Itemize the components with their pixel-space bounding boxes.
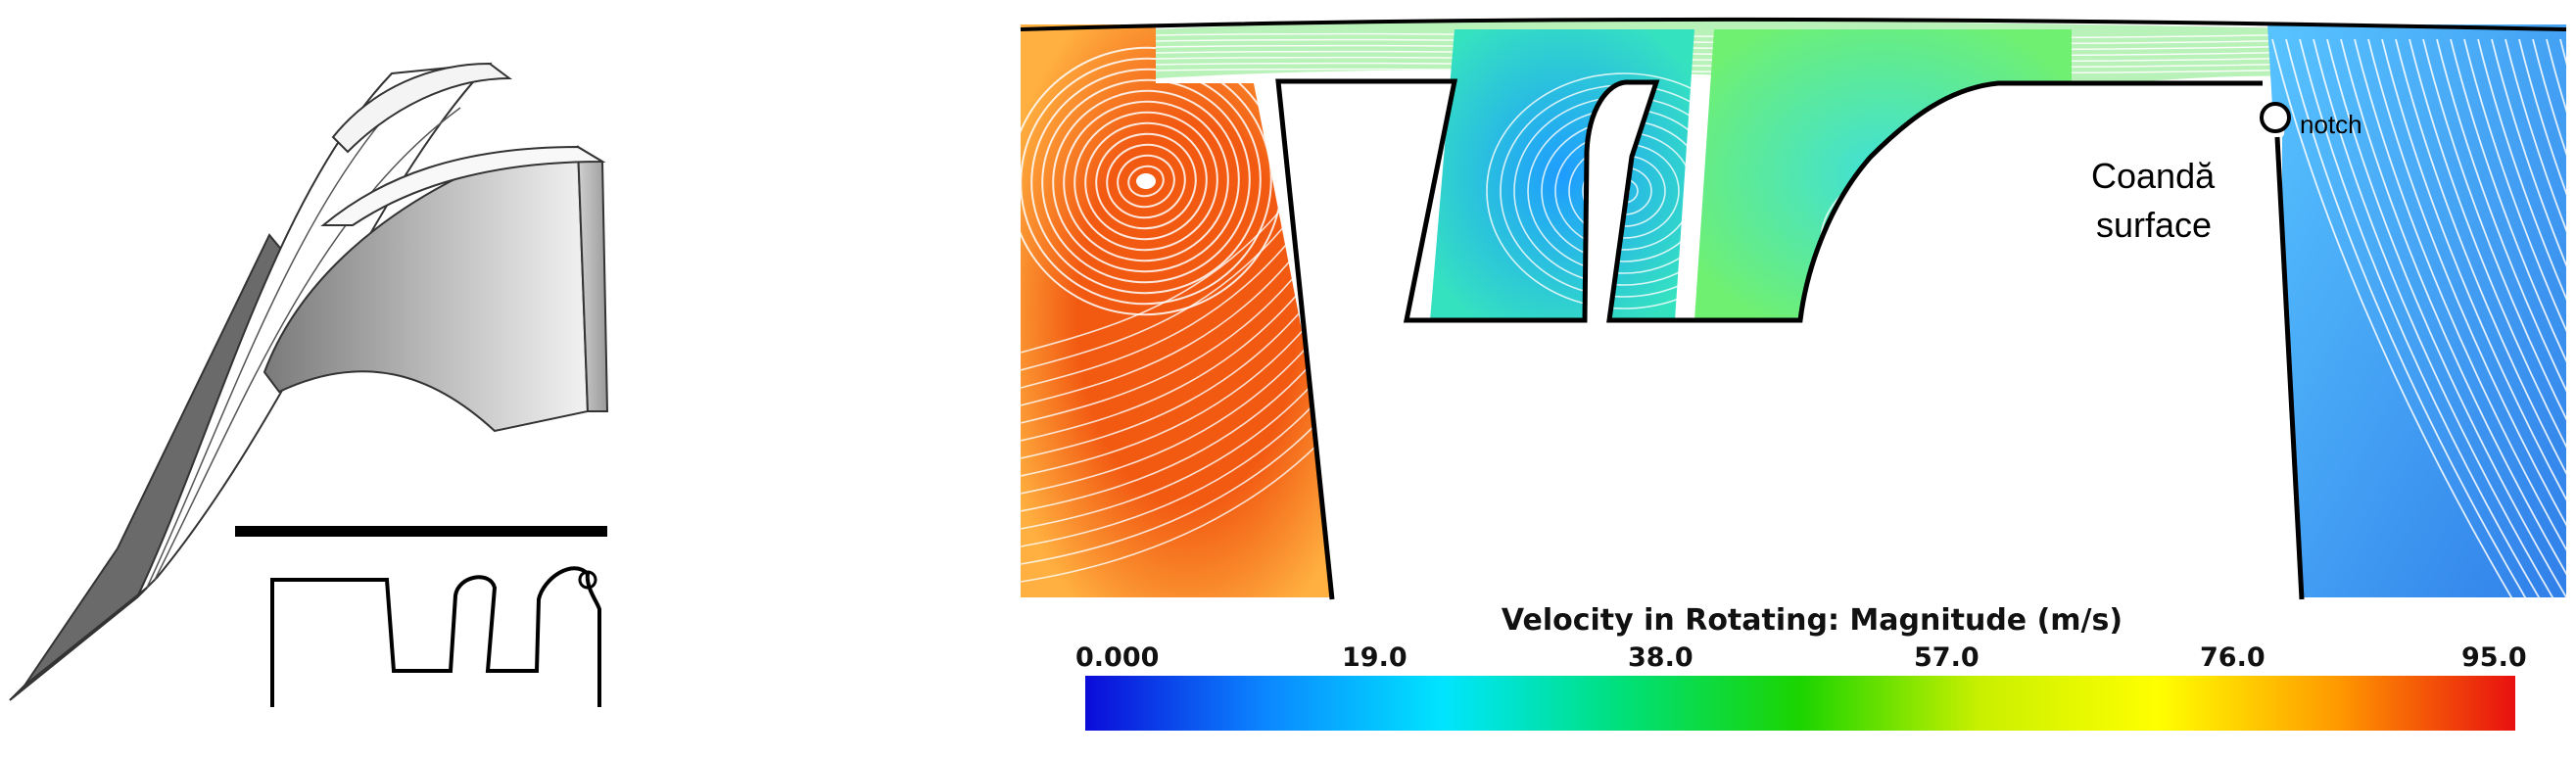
colorbar-tick-label: 57.0 (1914, 642, 1980, 673)
blade-3d-model (9, 62, 609, 701)
streamline (1155, 38, 2352, 45)
streamline (2340, 38, 2566, 597)
colorbar-tick-label: 76.0 (2200, 642, 2266, 673)
streamline (1021, 342, 1348, 530)
streamline (2463, 38, 2566, 597)
casing-top-line (1020, 17, 2567, 31)
streamline (1021, 412, 1348, 583)
notch-circle (2260, 102, 2291, 133)
streamline (2326, 38, 2566, 597)
seal-profile-outline (270, 566, 601, 707)
streamline (2477, 38, 2566, 597)
streamline (2450, 38, 2566, 597)
colorbar-tick-label: 95.0 (2461, 642, 2527, 673)
streamline (2504, 38, 2566, 597)
streamline (1155, 62, 2352, 69)
blade-airfoil-top (320, 145, 606, 226)
streamline (2436, 38, 2566, 597)
streamline (2354, 38, 2566, 597)
colorbar-tick-label: 0.000 (1075, 642, 1159, 673)
streamline (1155, 32, 2352, 39)
streamline (1063, 100, 1229, 262)
streamline (2299, 38, 2546, 597)
coanda-label-line1: Coandă (2091, 156, 2216, 196)
streamline (2367, 38, 2566, 597)
streamline (1041, 78, 1251, 284)
streamline (2381, 38, 2566, 597)
seal-body-solid (1278, 81, 2285, 599)
streamline (2409, 38, 2566, 597)
streamline (1073, 111, 1218, 252)
seal-body-outline (1275, 78, 2305, 600)
streamline (1084, 121, 1208, 241)
blade-tail (9, 587, 148, 701)
colorbar-gradient (1085, 676, 2515, 731)
left-vortex-core (1136, 173, 1156, 189)
notch-label: notch (2300, 110, 2362, 139)
streamline (2395, 38, 2566, 597)
streamline (1030, 68, 1262, 295)
blade-dark-face (24, 233, 296, 687)
streamline (1021, 365, 1348, 547)
streamline-plot: Coandă surface notch Velocity in Rotatin… (1020, 17, 2567, 731)
casing-line (235, 526, 607, 537)
streamline (2313, 38, 2559, 597)
streamline (1095, 132, 1197, 230)
right-flow-region (2267, 24, 2566, 597)
streamline (2422, 38, 2566, 597)
colorbar: Velocity in Rotating: Magnitude (m/s) 0.… (1075, 603, 2527, 731)
colorbar-title: Velocity in Rotating: Magnitude (m/s) (1502, 603, 2123, 638)
blade-top-fin (331, 62, 512, 154)
streamline (1021, 389, 1348, 565)
seal-profile-notch (578, 570, 597, 590)
streamline (1052, 89, 1240, 273)
colorbar-tick-label: 38.0 (1628, 642, 1693, 673)
blade-shroud-inner-line-2 (154, 107, 461, 581)
streamline (1106, 143, 1186, 219)
streamline (1127, 165, 1165, 198)
streamline (1155, 56, 2352, 63)
streamline (2491, 38, 2566, 597)
colorbar-tick-label: 19.0 (1342, 642, 1407, 673)
streamline (1155, 68, 2352, 74)
streamline (2546, 38, 2566, 597)
coanda-label-line2: surface (2096, 205, 2212, 245)
streamline (1117, 154, 1175, 209)
streamline (1155, 50, 2352, 57)
streamline (1155, 44, 2352, 51)
blade-seal-illustration (9, 62, 609, 707)
streamline (2271, 38, 2518, 597)
streamline (2518, 38, 2566, 597)
streamline (2532, 38, 2566, 597)
blade-shroud-inner-line (146, 87, 412, 589)
streamline (2285, 38, 2532, 597)
